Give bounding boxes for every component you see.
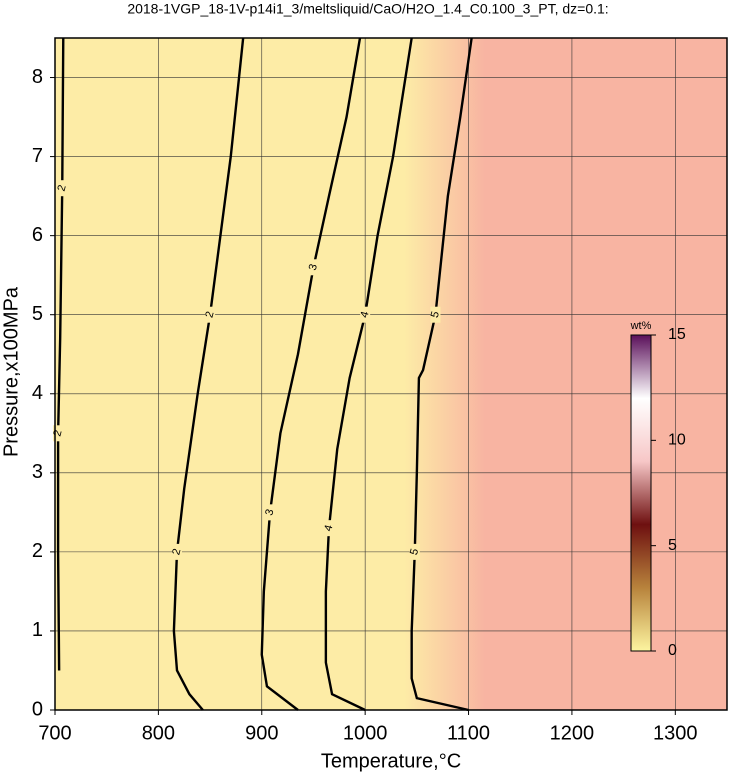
contour-label-bg (430, 306, 441, 323)
colorbar-tick-label: 10 (668, 432, 686, 449)
contour-label: 2 (203, 310, 216, 319)
colorbar (630, 334, 652, 652)
contour-label: 2 (51, 429, 64, 438)
plot-fill (55, 38, 727, 710)
contour-label-bg (205, 306, 216, 323)
contour-label-bg (360, 306, 371, 323)
contour-line (260, 37, 362, 711)
x-tick-label: 800 (142, 722, 175, 744)
colorbar-tick-label: 5 (668, 537, 677, 554)
contour-line (410, 37, 473, 712)
contour-label-bg (171, 543, 182, 560)
colorbar-label: wt% (630, 320, 652, 332)
plot-frame (54, 37, 728, 711)
y-tick-label: 1 (32, 619, 43, 641)
contour-label-bg (323, 520, 334, 537)
contour-label: 4 (322, 524, 335, 533)
contour-label: 2 (56, 184, 69, 193)
x-tick-label: 1100 (447, 722, 490, 744)
contour-label-bg (57, 180, 68, 197)
y-tick-label: 2 (32, 540, 43, 562)
x-tick-label: 1200 (550, 722, 595, 744)
y-tick-label: 0 (32, 698, 43, 720)
contour-label: 3 (263, 508, 276, 517)
y-tick-label: 8 (32, 66, 43, 88)
contour-label: 3 (307, 263, 320, 272)
contour-label-bg (265, 504, 276, 521)
x-tick-label: 900 (245, 722, 278, 744)
contour-label-bg (409, 543, 420, 560)
contour-line (324, 37, 413, 712)
colorbar-tick-label: 0 (668, 642, 677, 659)
chart-title: 2018-1VGP_18-1V-p14i1_3/meltsliquid/CaO/… (127, 1, 608, 17)
contour-line (56, 37, 65, 671)
y-tick-label: 4 (32, 382, 43, 404)
contour-label: 5 (429, 310, 442, 319)
y-axis-label: Pressure,x100MPa (0, 286, 22, 457)
contour-label: 4 (358, 310, 371, 319)
contour-label: 2 (170, 547, 183, 556)
x-tick-label: 1000 (343, 722, 388, 744)
contour-label: 5 (408, 547, 421, 556)
y-tick-label: 6 (32, 224, 43, 246)
x-tick-label: 1300 (653, 722, 698, 744)
y-tick-label: 5 (32, 303, 43, 325)
y-tick-label: 3 (32, 461, 43, 483)
x-tick-label: 700 (38, 722, 71, 744)
contour-label-bg (308, 259, 319, 276)
y-tick-label: 7 (32, 145, 43, 167)
contour-line (172, 37, 245, 711)
x-axis-label: Temperature,°C (321, 750, 461, 772)
contour-label-bg (53, 425, 64, 442)
colorbar-tick-label: 15 (668, 326, 686, 343)
